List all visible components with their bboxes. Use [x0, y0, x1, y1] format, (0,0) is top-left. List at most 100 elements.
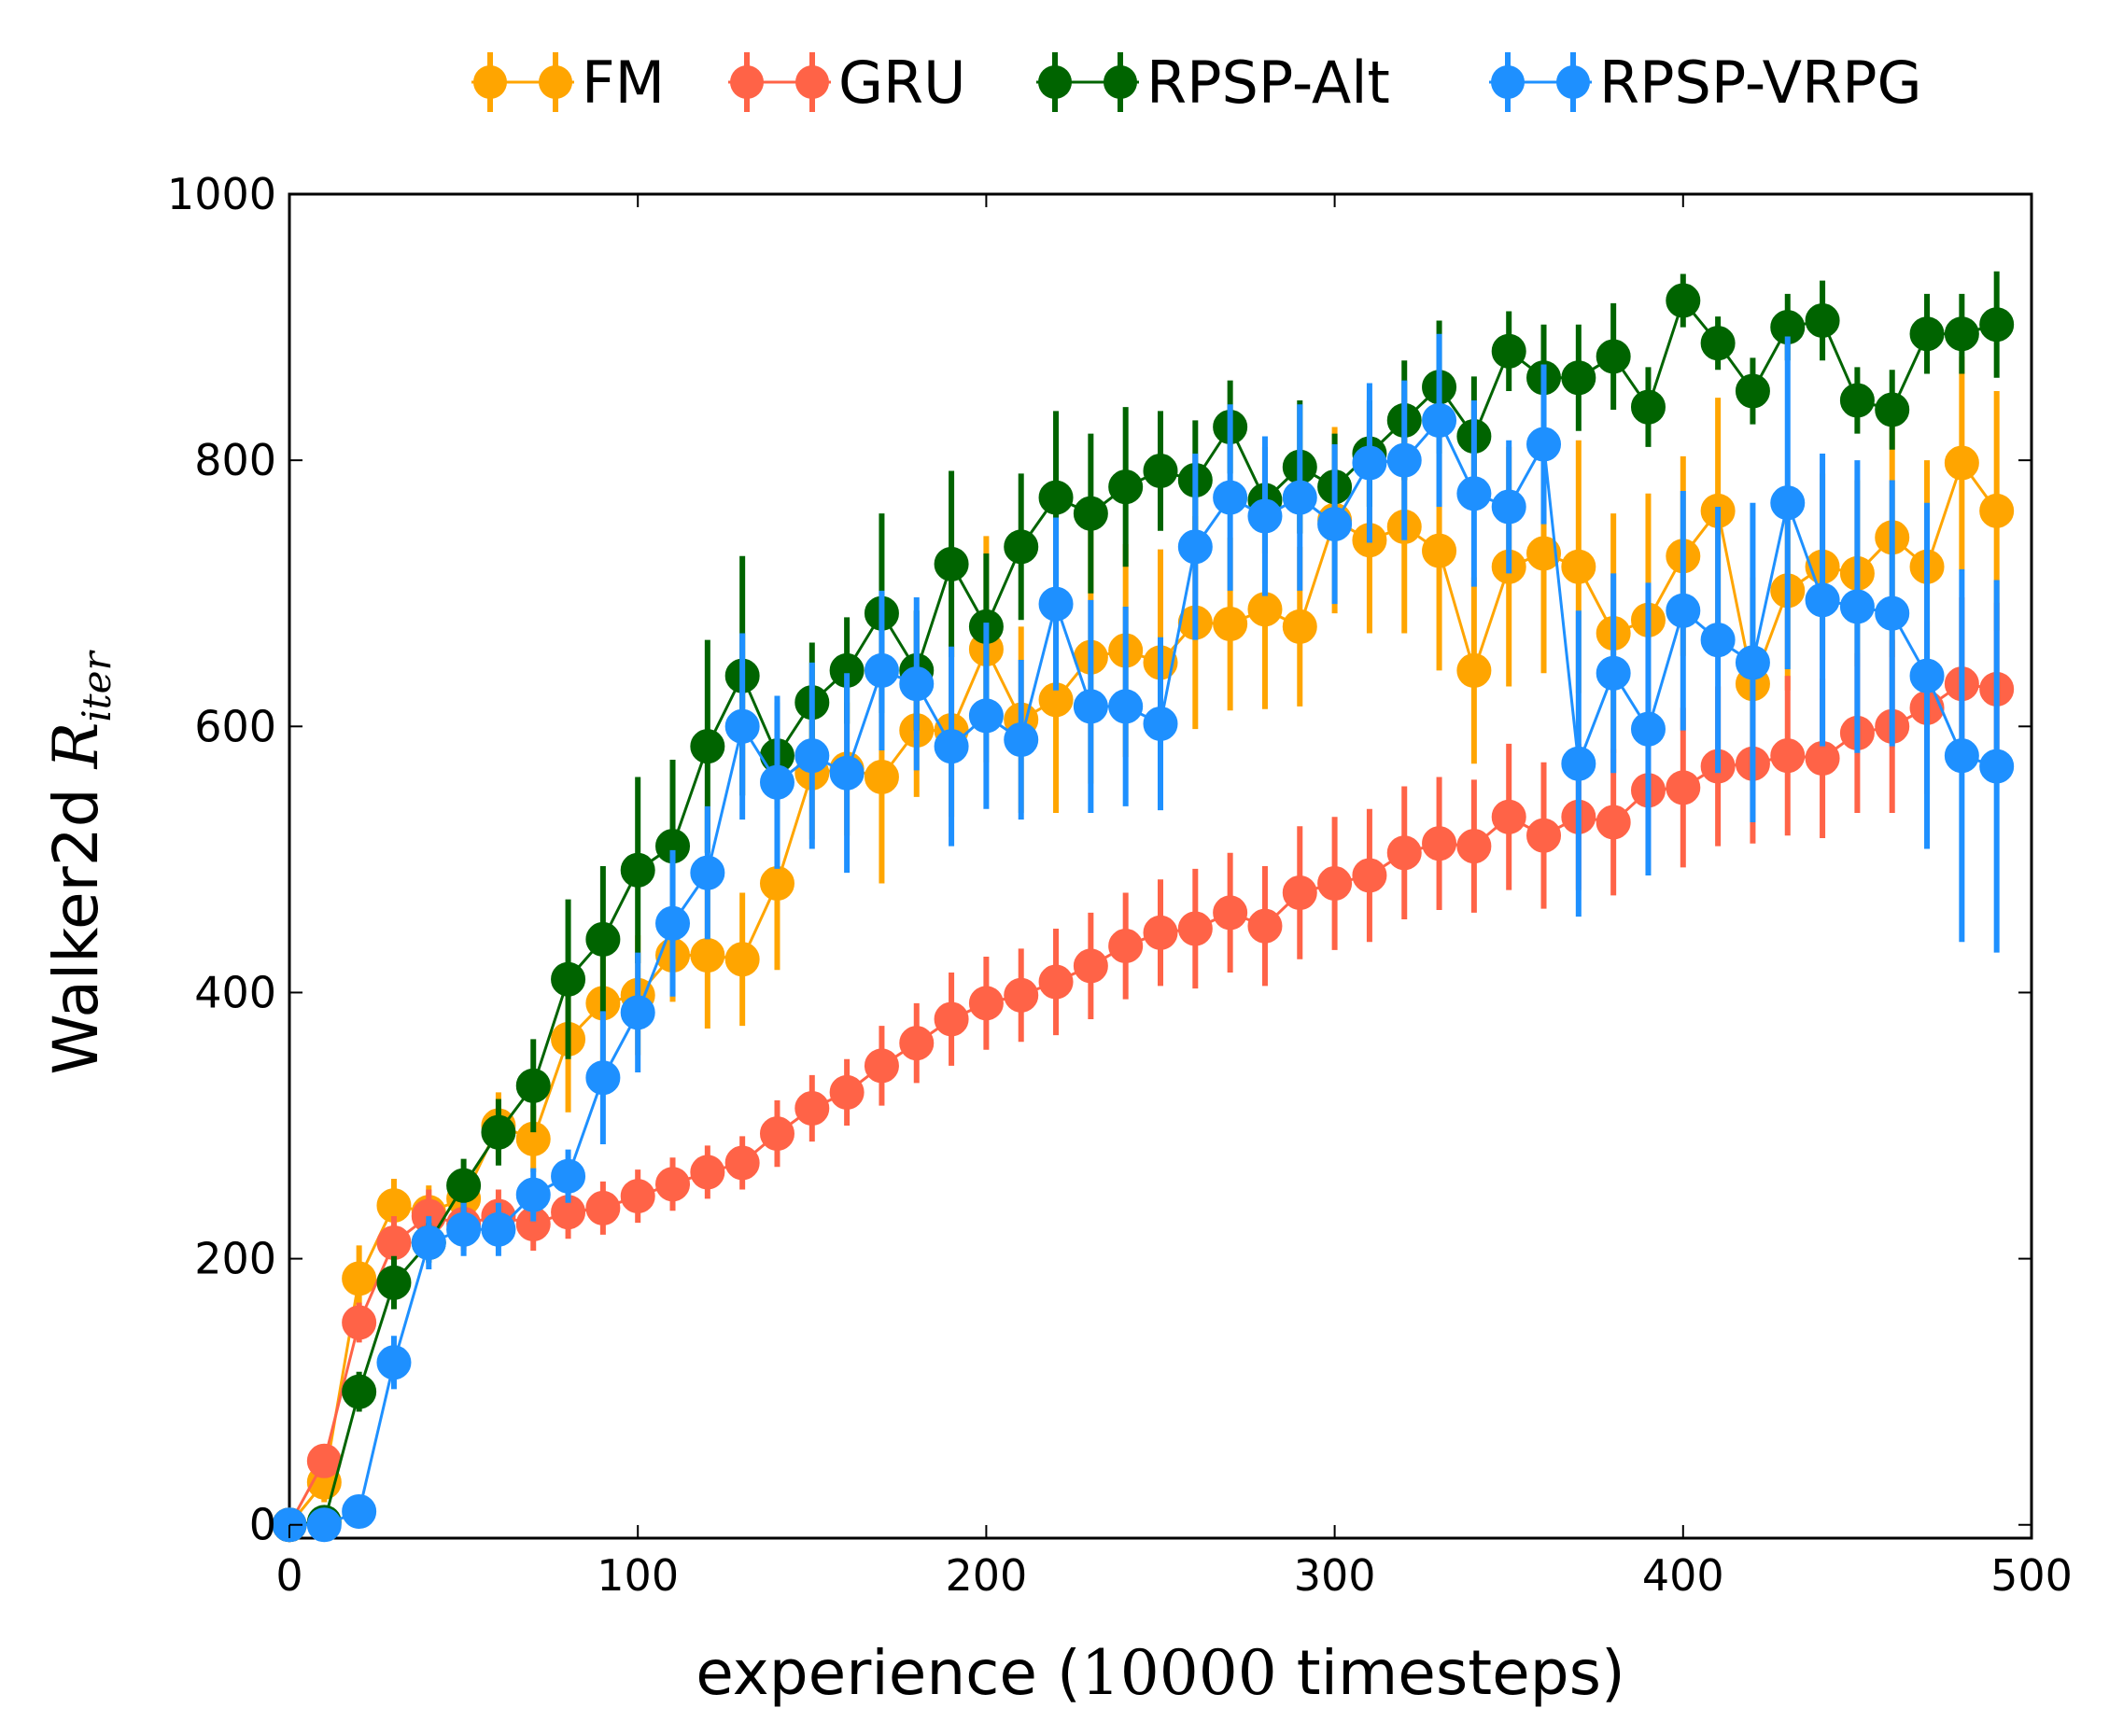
series-rpsp-alt: [272, 271, 2015, 1543]
data-point: [1247, 498, 1283, 534]
data-point: [1875, 595, 1910, 631]
x-axis-label-suffix: timesteps): [1277, 1637, 1625, 1709]
data-point: [1108, 929, 1144, 964]
data-point: [1422, 826, 1457, 861]
data-point: [864, 652, 899, 688]
data-point: [342, 1374, 377, 1409]
y-axis-label-subscript: iter: [74, 649, 120, 721]
data-point: [1805, 741, 1840, 777]
legend-marker: [730, 65, 764, 99]
data-point: [1177, 529, 1213, 565]
data-point: [1213, 480, 1248, 515]
data-point: [1352, 445, 1387, 481]
data-point: [1038, 586, 1074, 622]
data-point: [585, 921, 621, 957]
data-point: [1630, 711, 1666, 747]
data-point: [1456, 829, 1492, 864]
data-point: [1596, 805, 1631, 840]
data-point: [1282, 609, 1317, 644]
data-point: [690, 1155, 725, 1190]
data-point: [1073, 689, 1108, 724]
data-point: [1004, 977, 1039, 1013]
legend-label: RPSP-VRPG: [1599, 49, 1922, 117]
legend-item-fm: FM: [471, 49, 665, 117]
data-point: [481, 1211, 516, 1247]
data-point: [759, 866, 794, 902]
x-tick-label: 0: [275, 1550, 302, 1601]
data-point: [551, 1158, 586, 1194]
data-point: [1143, 454, 1178, 489]
data-point: [1944, 738, 1979, 774]
data-point: [620, 1179, 655, 1214]
data-point: [1770, 485, 1806, 521]
data-point: [585, 1190, 621, 1225]
data-point: [1038, 480, 1074, 515]
data-point: [1909, 658, 1945, 693]
y-tick-label: 1000: [167, 169, 276, 219]
series-line: [289, 417, 1998, 1527]
legend-item-rpsp-vrpg: RPSP-VRPG: [1489, 49, 1922, 117]
data-point: [1596, 339, 1631, 374]
data-point: [934, 729, 969, 764]
data-point: [1108, 689, 1144, 724]
data-point: [1004, 722, 1039, 758]
data-point: [1282, 480, 1317, 515]
data-point: [1352, 858, 1387, 893]
y-tick-label: 800: [194, 435, 276, 485]
data-point: [1700, 623, 1736, 658]
data-point: [968, 698, 1004, 734]
data-point: [1386, 442, 1422, 478]
data-point: [829, 755, 865, 791]
data-point: [376, 1265, 412, 1300]
legend-label: RPSP-Alt: [1146, 49, 1390, 117]
data-point: [1247, 908, 1283, 944]
data-point: [1491, 333, 1526, 369]
data-point: [446, 1168, 482, 1203]
data-point: [1456, 476, 1492, 511]
data-point: [1735, 645, 1770, 680]
data-point: [655, 1167, 691, 1202]
data-point: [1561, 746, 1596, 781]
data-point: [1073, 948, 1108, 984]
data-point: [515, 1068, 551, 1103]
data-point: [1143, 706, 1178, 741]
legend-marker: [1491, 65, 1525, 99]
data-point: [1282, 875, 1317, 911]
data-point: [1004, 529, 1039, 565]
data-point: [724, 1145, 760, 1181]
data-point: [1422, 533, 1457, 568]
data-point: [1526, 818, 1562, 853]
legend-marker: [1038, 65, 1072, 99]
data-point: [690, 855, 725, 890]
series-line: [288, 297, 1998, 1527]
data-point: [306, 1507, 342, 1543]
data-point: [794, 1090, 830, 1126]
data-point: [551, 961, 586, 997]
x-axis-label-math: 10000: [1081, 1637, 1277, 1709]
data-point: [1143, 915, 1178, 950]
data-point: [1073, 496, 1108, 531]
data-point: [376, 1225, 412, 1260]
data-point: [481, 1114, 516, 1150]
data-point: [1666, 283, 1701, 318]
data-point: [759, 1116, 794, 1152]
data-point: [1317, 866, 1353, 902]
x-axis-label-prefix: experience (: [696, 1637, 1081, 1709]
data-point: [585, 1060, 621, 1096]
data-point: [1596, 655, 1631, 691]
data-point: [1561, 360, 1596, 396]
data-point: [690, 729, 725, 764]
data-point: [934, 1001, 969, 1037]
data-point: [655, 905, 691, 941]
data-point: [1213, 607, 1248, 642]
data-point: [1875, 392, 1910, 427]
data-point: [1422, 402, 1457, 438]
legend-marker: [1104, 65, 1137, 99]
x-tick-label: 100: [597, 1550, 679, 1601]
x-tick-label: 200: [945, 1550, 1027, 1601]
data-point: [1177, 911, 1213, 946]
data-point: [1666, 770, 1701, 805]
legend-label: FM: [582, 49, 665, 117]
data-point: [620, 852, 655, 888]
data-point: [1666, 593, 1701, 628]
